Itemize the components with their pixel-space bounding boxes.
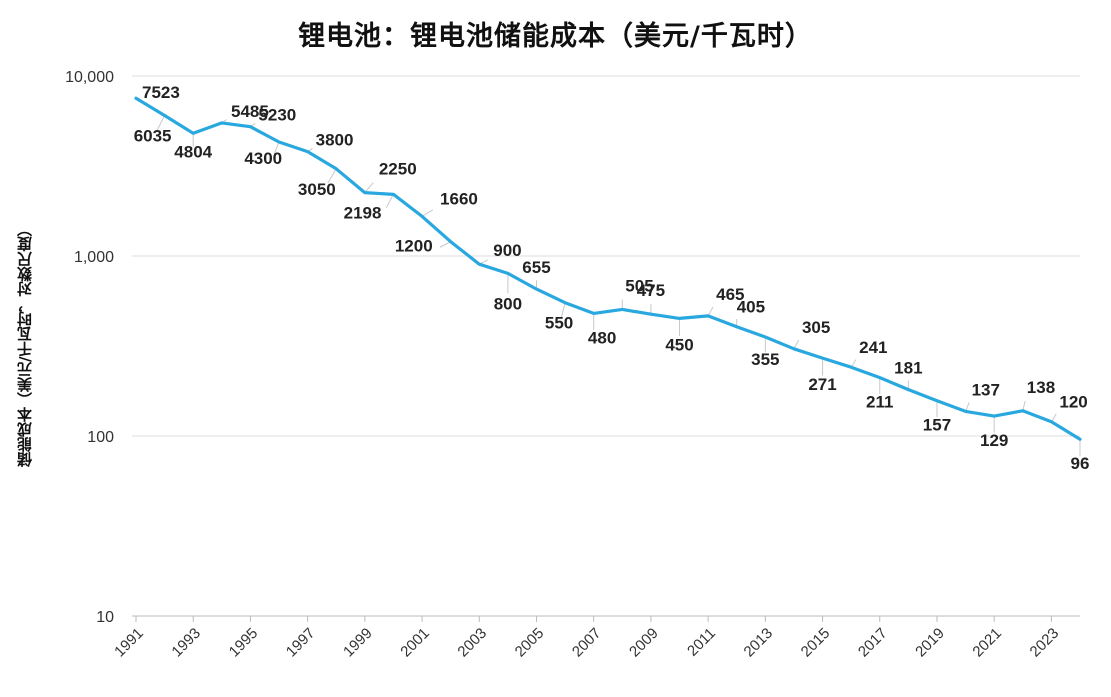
data-label: 138	[1027, 378, 1055, 397]
x-axis: 1991 1993 1995 1997 1999 2001 2003 2005 2007 2009…	[111, 615, 1080, 661]
leader-line	[273, 141, 280, 155]
x-tick-label: 1999	[340, 625, 376, 661]
leader-line	[439, 241, 451, 248]
y-tick-label: 10	[96, 609, 114, 626]
y-tick-label: 100	[87, 429, 114, 446]
x-tick-label: 2001	[397, 625, 433, 661]
data-label: 241	[859, 338, 887, 357]
data-label: 465	[716, 285, 744, 304]
y-tick-label: 10,000	[65, 69, 114, 86]
x-tick-label: 2023	[1027, 625, 1063, 661]
data-label: 271	[808, 375, 836, 394]
x-tick-label: 2009	[626, 625, 662, 661]
data-label: 1200	[395, 237, 433, 256]
y-tick-label: 1,000	[74, 249, 114, 266]
data-label: 450	[665, 335, 693, 354]
data-label: 211	[866, 393, 893, 412]
data-label: 7523	[142, 83, 180, 102]
leader-line	[364, 182, 374, 193]
data-label: 4804	[174, 142, 212, 161]
x-tick-label: 2015	[798, 625, 834, 661]
data-label: 5230	[258, 106, 296, 125]
x-tick-label: 2003	[454, 625, 490, 661]
leader-line	[327, 168, 337, 184]
x-tick-label: 2013	[741, 625, 777, 661]
x-tick-label: 2007	[569, 625, 605, 661]
series-line	[134, 96, 1082, 441]
x-tick-label: 2005	[512, 625, 548, 661]
leader-line	[561, 302, 566, 318]
y-axis-ticks: 10 100 1,000 10,000	[65, 69, 114, 626]
x-tick-label: 1991	[111, 625, 147, 661]
data-label: 355	[751, 350, 779, 369]
data-label: 505	[625, 276, 653, 295]
data-label: 3800	[316, 131, 354, 150]
data-label: 900	[493, 241, 521, 260]
data-label: 1660	[440, 189, 478, 208]
data-label: 120	[1059, 393, 1087, 412]
data-label: 129	[980, 431, 1008, 450]
data-label: 5485	[231, 102, 269, 121]
leader-line	[421, 209, 434, 217]
leader-line	[793, 339, 800, 350]
data-label: 480	[588, 328, 616, 347]
data-label: 137	[972, 380, 1000, 399]
data-label: 4300	[244, 149, 282, 168]
data-label: 3050	[298, 180, 336, 199]
x-tick-label: 1993	[168, 625, 204, 661]
chart-title: 锂电池：锂电池储能成本（美元/千瓦时）	[298, 21, 813, 52]
data-label: 475	[637, 281, 665, 300]
x-tick-label: 2021	[969, 625, 1005, 661]
x-tick-label: 2011	[684, 625, 719, 660]
data-label: 305	[802, 318, 830, 337]
x-tick-label: 2017	[855, 625, 891, 661]
data-label: 2198	[344, 203, 382, 222]
data-label: 405	[737, 298, 765, 317]
data-label: 6035	[134, 126, 172, 145]
data-label: 550	[545, 314, 573, 333]
label-leader-lines	[156, 115, 1081, 456]
x-tick-label: 2019	[912, 625, 948, 661]
x-tick-label: 1997	[283, 625, 319, 661]
x-tick-label: 1995	[226, 625, 262, 661]
leader-line	[707, 306, 714, 317]
leader-line	[385, 194, 394, 208]
data-label: 800	[494, 294, 522, 313]
data-label: 96	[1071, 454, 1090, 473]
data-label: 181	[894, 359, 922, 378]
leader-line	[156, 115, 166, 131]
data-label: 157	[923, 416, 951, 435]
data-label: 2250	[379, 160, 417, 179]
data-label: 655	[522, 258, 550, 277]
leader-line	[1022, 400, 1026, 411]
series-line-group	[134, 96, 1082, 441]
